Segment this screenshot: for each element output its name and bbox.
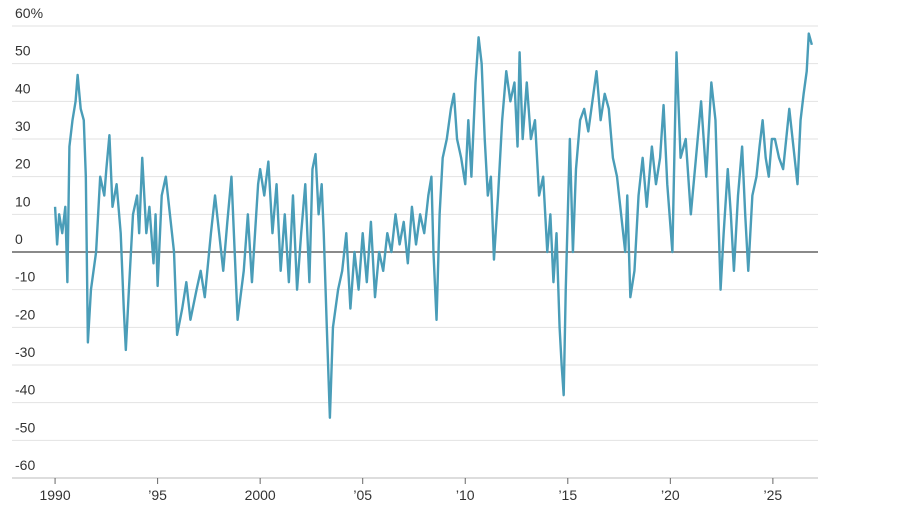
- x-tick-label: ’95: [148, 487, 167, 503]
- x-tick-label: ’05: [353, 487, 372, 503]
- data-line: [53, 32, 814, 419]
- y-tick-label: 0: [15, 231, 23, 247]
- y-tick-label: -10: [15, 269, 35, 285]
- y-tick-label: 60%: [15, 5, 43, 21]
- x-tick-label: 2000: [245, 487, 276, 503]
- x-tick-label: ’15: [558, 487, 577, 503]
- y-tick-label: 40: [15, 80, 31, 96]
- y-tick-label: 20: [15, 156, 31, 172]
- y-tick-label: 10: [15, 193, 31, 209]
- x-tick-label: ’20: [661, 487, 680, 503]
- x-tick-label: ’10: [456, 487, 475, 503]
- y-tick-label: -50: [15, 419, 35, 435]
- y-tick-label: -60: [15, 457, 35, 473]
- x-tick-label: ’25: [764, 487, 783, 503]
- y-tick-label: -20: [15, 306, 35, 322]
- y-tick-label: 50: [15, 43, 31, 59]
- y-tick-label: 30: [15, 118, 31, 134]
- x-tick-label: 1990: [39, 487, 70, 503]
- y-tick-label: -30: [15, 344, 35, 360]
- y-tick-label: -40: [15, 382, 35, 398]
